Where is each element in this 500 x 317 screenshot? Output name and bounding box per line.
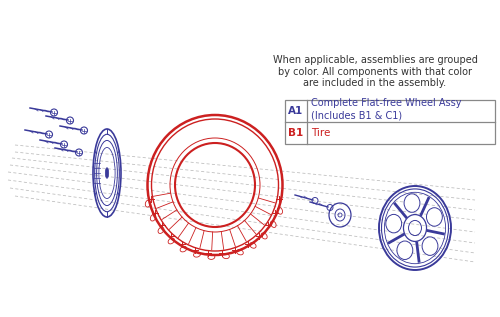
Ellipse shape [397, 241, 413, 260]
Ellipse shape [386, 214, 402, 233]
Ellipse shape [422, 237, 438, 256]
Ellipse shape [404, 194, 420, 212]
Text: Tire: Tire [311, 128, 330, 138]
Text: A1: A1 [288, 106, 304, 116]
Text: Complete Flat-free Wheel Assy
(Includes B1 & C1): Complete Flat-free Wheel Assy (Includes … [311, 98, 462, 120]
Text: When applicable, assemblies are grouped
by color. All components with that color: When applicable, assemblies are grouped … [272, 55, 478, 88]
Ellipse shape [106, 168, 108, 178]
Ellipse shape [426, 208, 442, 226]
Text: B1: B1 [288, 128, 304, 138]
